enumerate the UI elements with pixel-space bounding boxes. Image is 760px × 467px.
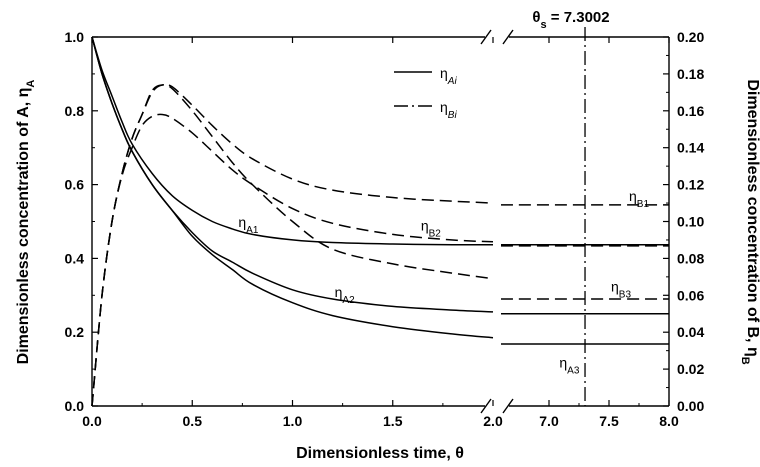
- x-tick-label: 1.0: [283, 413, 303, 429]
- y-tick-label-right: 0.14: [677, 140, 704, 156]
- axis-break-top-mark-2: [502, 29, 514, 45]
- x-tick-label: 2.0: [483, 413, 503, 429]
- y-tick-label-right: 0.10: [677, 214, 704, 230]
- axis-break-top: [480, 29, 514, 45]
- theta-s-symbol: θ: [532, 9, 540, 26]
- y-tick-label-left: 0.4: [65, 250, 85, 266]
- curve-label-a1: ηA1: [238, 214, 258, 236]
- y-axis-left-label-text: Dimensionless concentration of A, η: [15, 88, 32, 365]
- x-tick-label: 7.0: [539, 413, 559, 429]
- curve-label-a2: ηA2: [335, 284, 355, 306]
- y-axis-right-label-sub: B: [739, 357, 751, 365]
- series-eta-a1-left: [91, 36, 494, 246]
- y-tick-label-left: 0.0: [65, 398, 85, 414]
- curve-label-b2: ηB2: [421, 218, 441, 240]
- y-tick-label-right: 0.06: [677, 287, 704, 303]
- x-tick-label: 0.0: [82, 413, 102, 429]
- y-axis-right-label: Dimensionless concentration of B, ηB: [739, 79, 760, 364]
- x-axis-label: Dimensionless time, θ: [296, 445, 464, 462]
- y-tick-label-right: 0.12: [677, 177, 704, 193]
- y-axis-left-label-sub: A: [25, 80, 37, 88]
- series-eta-b2-left: [91, 113, 494, 407]
- curve-label-b3: ηB3: [611, 279, 631, 301]
- x-tick-label: 8.0: [659, 413, 679, 429]
- y-tick-label-left: 0.8: [65, 103, 85, 119]
- x-tick-label: 1.5: [383, 413, 403, 429]
- series-eta-b1-left: [91, 83, 494, 407]
- axis-break-bottom: [480, 398, 514, 414]
- y-tick-label-right: 0.04: [677, 324, 704, 340]
- axis-break-top-mark-1: [480, 29, 492, 45]
- y-axis-left-label: Dimensionless concentration of A, ηA: [15, 80, 37, 365]
- theta-s-sub: s: [541, 19, 547, 31]
- axis-break-bottom-mark-2: [502, 398, 514, 414]
- theta-s-value: = 7.3002: [547, 9, 610, 26]
- y-tick-label-right: 0.02: [677, 361, 704, 377]
- y-tick-label-right: 0.18: [677, 66, 704, 82]
- legend-label-ai: ηAi: [440, 65, 457, 87]
- curve-label-b1: ηB1: [629, 188, 649, 210]
- y-axis-right-label-text: Dimensionless concentration of B, η: [744, 79, 760, 356]
- x-tick-label: 0.5: [183, 413, 203, 429]
- series-eta-b3-left: [91, 83, 494, 407]
- axes-layer: 0.0 0.2 0.4 0.6 0.8 1.0 0.00 0.02 0.04 0.06 0.08 0.…: [65, 29, 705, 429]
- axis-break-bottom-mark-1: [480, 398, 492, 414]
- y-tick-label-right: 0.00: [677, 398, 704, 414]
- theta-s-annotation: θs = 7.3002: [532, 9, 609, 31]
- curve-label-a3: ηA3: [559, 354, 579, 376]
- y-tick-label-right: 0.20: [677, 29, 704, 45]
- series-eta-a3-left: [91, 36, 494, 339]
- legend-label-bi: ηBi: [440, 99, 457, 121]
- y-tick-label-right: 0.16: [677, 103, 704, 119]
- curve-labels-layer: ηA1 ηA2 ηB2 ηB1 ηB3 ηA3: [238, 188, 649, 376]
- y-tick-label-left: 1.0: [65, 29, 85, 45]
- y-tick-label-left: 0.2: [65, 324, 85, 340]
- x-tick-label: 7.5: [599, 413, 619, 429]
- y-tick-label-left: 0.6: [65, 177, 85, 193]
- y-tick-label-right: 0.08: [677, 250, 704, 266]
- legend: ηAi ηBi: [394, 65, 457, 121]
- curves-layer: [91, 27, 669, 407]
- x-axis-label-text: Dimensionless time, θ: [296, 445, 464, 462]
